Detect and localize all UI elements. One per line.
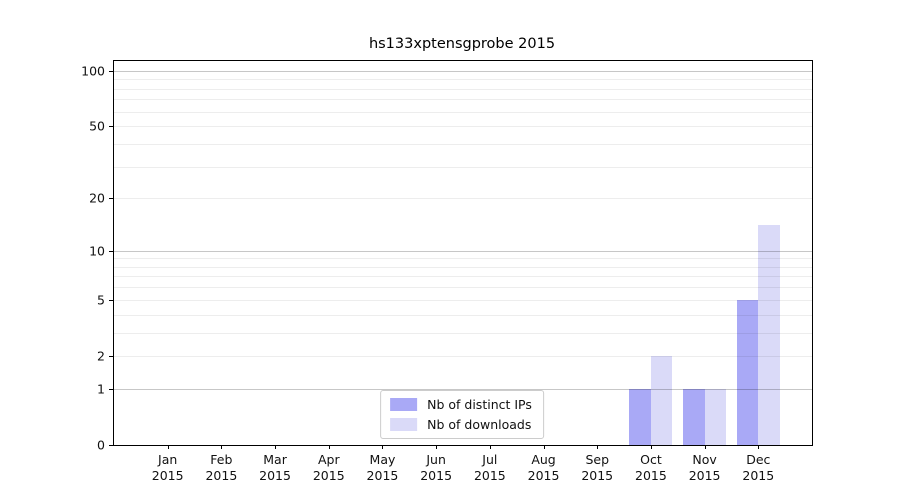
bar-dec-nb-of-downloads — [758, 225, 780, 445]
x-tick-year: 2015 — [205, 468, 238, 484]
x-tick-mark — [597, 445, 599, 449]
x-tick-mark — [275, 445, 277, 449]
y-tick-label: 50 — [89, 118, 105, 134]
x-tick-year: 2015 — [581, 468, 614, 484]
y-tick-mark — [109, 445, 113, 446]
x-tick-label: Feb 2015 — [205, 452, 237, 485]
x-tick-mark — [704, 445, 706, 449]
x-tick-label: Jul 2015 — [474, 452, 506, 485]
y-tick-mark — [109, 388, 113, 390]
gridline-minor — [114, 314, 812, 316]
x-tick-year: 2015 — [420, 468, 453, 484]
x-tick-label: Oct 2015 — [635, 452, 667, 485]
legend: Nb of distinct IPs Nb of downloads — [380, 390, 544, 439]
x-tick-mark — [167, 445, 169, 449]
plot-area: 0 1 2 5 10 20 50 100 Jan 2015 Feb 2015 Mar 2015 Apr 201… — [81, 60, 813, 483]
gridline-minor — [114, 79, 812, 81]
y-tick-label: 5 — [97, 292, 105, 308]
x-tick-year: 2015 — [312, 468, 345, 484]
x-tick-label: Sep 2015 — [581, 452, 613, 485]
x-tick-year: 2015 — [688, 468, 721, 484]
x-tick-month: Apr — [317, 452, 340, 467]
x-tick-label: Mar 2015 — [259, 452, 291, 485]
x-tick-mark — [489, 445, 491, 449]
x-tick-month: Sep — [585, 452, 609, 467]
gridline-minor — [114, 99, 812, 101]
legend-item-downloads: Nb of downloads — [390, 417, 532, 432]
x-tick-month: Jun — [426, 452, 446, 467]
x-tick-month: Jul — [482, 452, 498, 467]
gridline-minor — [114, 198, 812, 200]
x-tick-mark — [543, 445, 545, 449]
y-tick-label: 100 — [81, 63, 105, 79]
x-tick-mark — [650, 445, 652, 449]
x-tick-label: Apr 2015 — [313, 452, 345, 485]
x-tick-month: Dec — [746, 452, 771, 467]
y-tick-mark — [109, 70, 113, 72]
x-tick-month: Feb — [210, 452, 233, 467]
gridline-minor — [114, 258, 812, 260]
x-tick-year: 2015 — [366, 468, 399, 484]
bar-dec-nb-of-distinct-ips — [736, 299, 759, 445]
bar-oct-nb-of-distinct-ips — [629, 388, 651, 445]
x-tick-mark — [328, 445, 330, 449]
gridline-minor — [114, 355, 812, 357]
x-tick-year: 2015 — [527, 468, 560, 484]
x-tick-year: 2015 — [473, 468, 506, 484]
x-tick-mark — [221, 445, 223, 449]
x-tick-mark — [382, 445, 384, 449]
legend-item-distinct-ips: Nb of distinct IPs — [390, 397, 532, 412]
gridline-minor — [114, 299, 812, 301]
x-tick-month: May — [369, 452, 396, 467]
y-tick-label: 1 — [97, 381, 105, 397]
x-tick-label: Dec 2015 — [742, 452, 774, 485]
gridline-minor — [114, 126, 812, 128]
y-tick-mark — [109, 250, 113, 252]
x-tick-label: May 2015 — [367, 452, 399, 485]
y-tick-mark — [109, 126, 113, 128]
x-tick-month: Mar — [263, 452, 287, 467]
gridline-minor — [114, 111, 812, 113]
x-tick-mark — [758, 445, 760, 449]
bar-nov-nb-of-distinct-ips — [683, 388, 705, 445]
legend-swatch-downloads — [390, 418, 418, 431]
x-tick-month: Jan — [158, 452, 178, 467]
y-tick-label: 10 — [89, 243, 105, 259]
gridline-minor — [114, 166, 812, 168]
gridline-minor — [114, 332, 812, 334]
gridline-minor — [114, 276, 812, 278]
gridline-minor — [114, 287, 812, 289]
x-tick-month: Aug — [531, 452, 556, 467]
y-tick-label: 0 — [97, 437, 105, 453]
x-tick-label: Jun 2015 — [420, 452, 452, 485]
gridline-minor — [114, 266, 812, 268]
x-tick-label: Aug 2015 — [528, 452, 560, 485]
x-tick-year: 2015 — [259, 468, 291, 484]
x-tick-year: 2015 — [635, 468, 667, 484]
gridline-major — [114, 70, 812, 72]
legend-swatch-distinct-ips — [390, 398, 418, 411]
y-tick-mark — [109, 198, 113, 200]
y-tick-label: 2 — [97, 348, 105, 364]
x-tick-label: Jan 2015 — [152, 452, 184, 485]
x-tick-year: 2015 — [151, 468, 184, 484]
legend-label-distinct-ips: Nb of distinct IPs — [427, 397, 532, 412]
bar-oct-nb-of-downloads — [650, 355, 673, 445]
x-tick-month: Oct — [640, 452, 662, 467]
bar-nov-nb-of-downloads — [704, 388, 727, 445]
y-tick-mark — [109, 299, 113, 301]
y-tick-mark — [109, 355, 113, 357]
legend-label-downloads: Nb of downloads — [427, 417, 532, 432]
x-tick-mark — [436, 445, 438, 449]
gridline-major — [114, 250, 812, 252]
x-tick-month: Nov — [692, 452, 717, 467]
gridline-minor — [114, 88, 812, 90]
x-tick-label: Nov 2015 — [689, 452, 721, 485]
y-tick-label: 20 — [89, 190, 105, 206]
x-tick-year: 2015 — [742, 468, 775, 484]
gridline-minor — [114, 143, 812, 145]
chart-title: hs133xptensgprobe 2015 — [368, 36, 556, 52]
